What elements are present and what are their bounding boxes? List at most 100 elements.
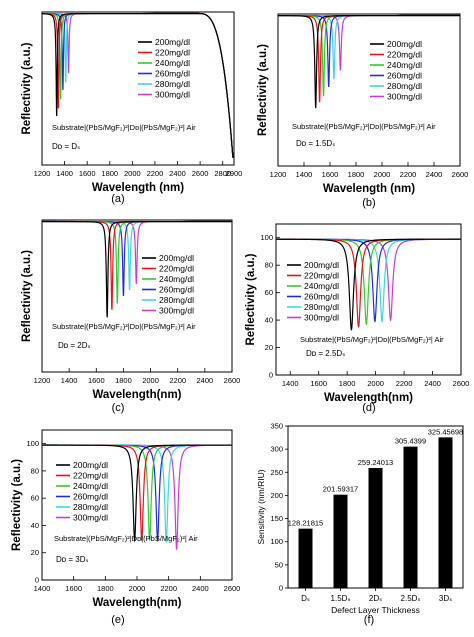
y-tick-label: 0 (269, 371, 273, 380)
x-tick-label: 1.5Dₛ (331, 594, 351, 603)
series-line-300mg-dl (42, 220, 232, 284)
bar-value-label: 201.59317 (323, 485, 358, 494)
defect-annotation: Dᴅ = 2.5Dₛ (306, 349, 345, 358)
legend-label: 200mg/dl (159, 253, 194, 263)
legend-label: 220mg/dl (159, 264, 194, 274)
x-tick-label: Dₛ (301, 594, 310, 603)
legend-label: 220mg/dl (155, 48, 190, 58)
x-tick-label: 1800 (348, 170, 365, 179)
x-tick-label: 1600 (88, 376, 105, 385)
x-tick-label: 2600 (224, 584, 241, 593)
series-lines (278, 14, 460, 109)
legend-label: 200mg/dl (304, 260, 339, 270)
y-tick-label: 80 (31, 466, 39, 475)
chart-panel-a: 1200 1400 1600 1800 2000 2200 2400 2600 28002900… (21, 11, 243, 205)
series-line-300mg-dl (278, 14, 460, 71)
legend-label: 300mg/dl (304, 313, 339, 323)
structure-annotation: Substrate|(PbS/MgF₂)²|Dᴅ|(PbS/MgF₂)²| Ai… (300, 335, 444, 344)
x-tick-label: 2000 (129, 584, 146, 593)
legend-label: 220mg/dl (73, 471, 108, 481)
y-tick-label: 0 (35, 576, 39, 585)
y-tick-label: 0 (279, 584, 283, 593)
x-tick-label: 2200 (396, 379, 413, 388)
x-tick-label: 2800 (214, 169, 231, 178)
y-axis-label: Reflectivity (a.u.) (21, 250, 33, 342)
legend-label: 300mg/dl (73, 513, 108, 523)
plot-frame (41, 11, 235, 166)
x-tick-label: 1800 (339, 379, 356, 388)
y-tick-label: 150 (270, 514, 283, 523)
series-line-220mg-dl (42, 12, 234, 158)
y-axis-label: Reflectivity (a.u.) (245, 253, 257, 345)
y-axis-label: Reflectivity (a.u.) (21, 42, 33, 134)
plot-frame (41, 219, 233, 373)
y-axis-label: Sensitivity (nm/RIU) (256, 469, 266, 544)
x-tick-label: 2900 (226, 169, 243, 178)
x-tick-label: 1600 (79, 169, 96, 178)
structure-annotation: Substrate|(PbS/MgF₂)²|Dᴅ|(PbS/MgF₂)²| Ai… (54, 534, 198, 543)
x-tick-label: 1600 (322, 170, 339, 179)
legend-label: 260mg/dl (387, 71, 422, 81)
series-line-200mg-dl (278, 14, 460, 109)
legend: 200mg/dl220mg/dl240mg/dl260mg/dl280mg/dl… (142, 253, 194, 316)
legend-label: 240mg/dl (159, 274, 194, 284)
x-tick-label: 1800 (97, 584, 114, 593)
x-tick-label: 1400 (282, 379, 299, 388)
series-line-240mg-dl (42, 12, 234, 158)
legend: 200mg/dl220mg/dl240mg/dl260mg/dl280mg/dl… (287, 260, 339, 323)
bar-value-label: 128.21815 (288, 519, 323, 528)
series-line-200mg-dl (42, 12, 234, 158)
bar-0 (298, 528, 313, 588)
x-axis-label: Wavelength(nm) (92, 389, 181, 401)
x-tick-label: 2400 (169, 169, 186, 178)
series-line-200mg-dl (276, 238, 461, 331)
bar-2 (368, 468, 383, 588)
defect-annotation: Dᴅ = 1.5Dₛ (296, 139, 335, 148)
x-axis-label: Wavelength (nm) (323, 183, 415, 195)
defect-annotation: Dᴅ = 3Dₛ (56, 555, 89, 564)
y-tick-label: 60 (31, 494, 39, 503)
legend-label: 240mg/dl (73, 481, 108, 491)
series-line-260mg-dl (42, 12, 234, 158)
legend-label: 200mg/dl (155, 37, 190, 47)
y-tick-label: 100 (26, 439, 39, 448)
x-tick-label: 1600 (310, 379, 327, 388)
chart-panel-f: 0 50 100 150 200 250 300 350 128.21815 Dₛ 201.5931… (256, 422, 464, 626)
panel-label: (d) (362, 402, 375, 414)
legend-label: 300mg/dl (159, 306, 194, 316)
legend-label: 280mg/dl (304, 302, 339, 312)
legend-label: 260mg/dl (159, 285, 194, 295)
x-tick-label: 2200 (400, 170, 417, 179)
chart-panel-d: 1400 1600 1800 2000 2200 2400 2600 0 20 40 60 80 100… (245, 223, 469, 414)
plot-frame (275, 223, 462, 376)
legend-label: 300mg/dl (155, 90, 190, 100)
legend-label: 260mg/dl (155, 69, 190, 79)
legend-label: 200mg/dl (387, 39, 422, 49)
series-line-200mg-dl (42, 444, 232, 543)
x-tick-label: 3Dₛ (439, 594, 452, 603)
y-axis-label: Reflectivity (a.u.) (11, 459, 23, 551)
chart-panel-e: 1400 1600 1800 2000 2200 2400 2600 0 20 40 60 80 100… (11, 429, 241, 626)
x-axis-label: Defect Layer Thickness (331, 605, 420, 615)
series-line-300mg-dl (42, 12, 234, 158)
legend-label: 280mg/dl (73, 502, 108, 512)
x-tick-label: 2200 (147, 169, 164, 178)
y-tick-label: 200 (270, 491, 283, 500)
legend: 200mg/dl220mg/dl240mg/dl260mg/dl280mg/dl… (56, 460, 108, 523)
series-lines (276, 238, 461, 331)
panel-label: (e) (111, 614, 124, 626)
x-tick-label: 1200 (270, 170, 287, 179)
x-axis-label: Wavelength(nm) (324, 392, 413, 404)
x-tick-label: 2.5Dₛ (401, 594, 421, 603)
x-tick-label: 2000 (367, 379, 384, 388)
y-tick-label: 350 (270, 422, 283, 431)
x-tick-label: 2400 (197, 376, 214, 385)
x-tick-label: 1400 (56, 169, 73, 178)
legend-label: 240mg/dl (387, 60, 422, 70)
legend-label: 240mg/dl (304, 281, 339, 291)
bar-1 (333, 494, 348, 588)
panel-label: (f) (364, 614, 374, 626)
x-tick-label: 2Dₛ (369, 594, 382, 603)
x-tick-label: 2000 (142, 376, 159, 385)
legend-label: 280mg/dl (387, 81, 422, 91)
